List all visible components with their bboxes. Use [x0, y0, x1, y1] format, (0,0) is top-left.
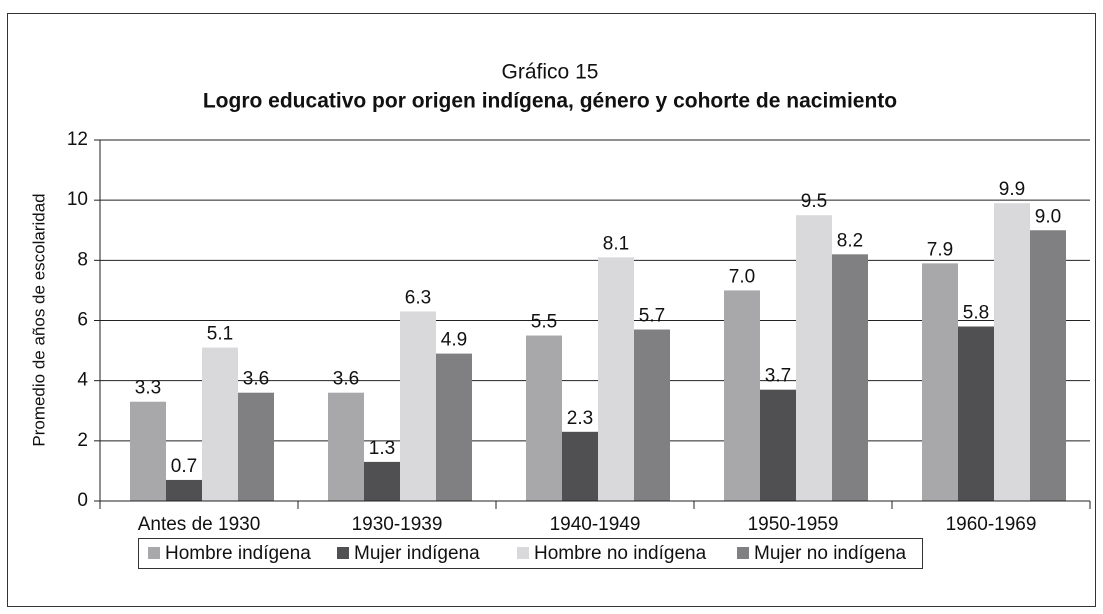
- bar: [796, 215, 832, 502]
- legend-label: Mujer indígena: [354, 543, 480, 564]
- bar: [436, 353, 472, 501]
- legend-swatch: [337, 547, 349, 559]
- value-label: 0.7: [171, 456, 197, 477]
- y-tick-label: 8: [77, 249, 88, 270]
- legend-label: Hombre indígena: [165, 543, 311, 564]
- legend-box: [138, 538, 923, 569]
- value-label: 8.1: [603, 233, 629, 254]
- value-label: 6.3: [405, 287, 431, 308]
- value-label: 9.0: [1035, 206, 1061, 227]
- chart-title: Gráfico 15: [502, 61, 599, 84]
- x-tick-label: 1940-1949: [550, 514, 641, 535]
- legend-swatch: [737, 547, 749, 559]
- value-label: 2.3: [567, 408, 593, 429]
- x-tick-label: Antes de 1930: [138, 514, 261, 535]
- y-tick-label: 4: [77, 370, 88, 391]
- value-label: 4.9: [441, 330, 467, 351]
- bar: [760, 389, 796, 501]
- value-label: 5.7: [639, 306, 665, 327]
- bar: [832, 254, 868, 501]
- frame: [7, 13, 1096, 607]
- x-tick-label: 1960-1969: [946, 514, 1037, 535]
- value-label: 9.9: [999, 179, 1025, 200]
- value-label: 3.6: [243, 369, 269, 390]
- bar: [598, 257, 634, 501]
- y-tick-label: 12: [67, 129, 88, 150]
- y-tick-label: 2: [77, 430, 88, 451]
- bar: [562, 431, 598, 501]
- value-label: 3.3: [135, 378, 161, 399]
- bar: [364, 461, 400, 501]
- legend-swatch: [148, 547, 160, 559]
- bar: [202, 347, 238, 501]
- bar: [922, 263, 958, 501]
- bar: [328, 392, 364, 501]
- legend-label: Mujer no indígena: [754, 543, 907, 564]
- value-label: 7.0: [729, 266, 755, 287]
- value-label: 5.1: [207, 324, 233, 345]
- value-label: 5.5: [531, 312, 557, 333]
- x-tick-label: 1950-1959: [748, 514, 839, 535]
- legend-swatch: [517, 547, 529, 559]
- bar: [634, 329, 670, 501]
- value-label: 5.8: [963, 303, 989, 324]
- bar: [400, 311, 436, 501]
- bar: [1030, 230, 1066, 501]
- chart-subtitle: Logro educativo por origen indígena, gén…: [203, 90, 897, 113]
- y-tick-label: 6: [77, 310, 88, 331]
- value-label: 9.5: [801, 191, 827, 212]
- bar: [238, 392, 274, 501]
- x-tick-label: 1930-1939: [352, 514, 443, 535]
- value-label: 1.3: [369, 438, 395, 459]
- bar: [166, 479, 202, 501]
- value-label: 3.7: [765, 366, 791, 387]
- y-tick-label: 10: [67, 189, 88, 210]
- bar: [994, 203, 1030, 502]
- y-tick-label: 0: [77, 490, 88, 511]
- bar: [724, 290, 760, 501]
- value-label: 8.2: [837, 230, 863, 251]
- value-label: 3.6: [333, 369, 359, 390]
- value-label: 7.9: [927, 239, 953, 260]
- bar: [526, 335, 562, 501]
- y-axis-label: Promedio de años de escolaridad: [29, 193, 48, 446]
- bar: [958, 326, 994, 501]
- legend-label: Hombre no indígena: [534, 543, 707, 564]
- bar: [130, 401, 166, 501]
